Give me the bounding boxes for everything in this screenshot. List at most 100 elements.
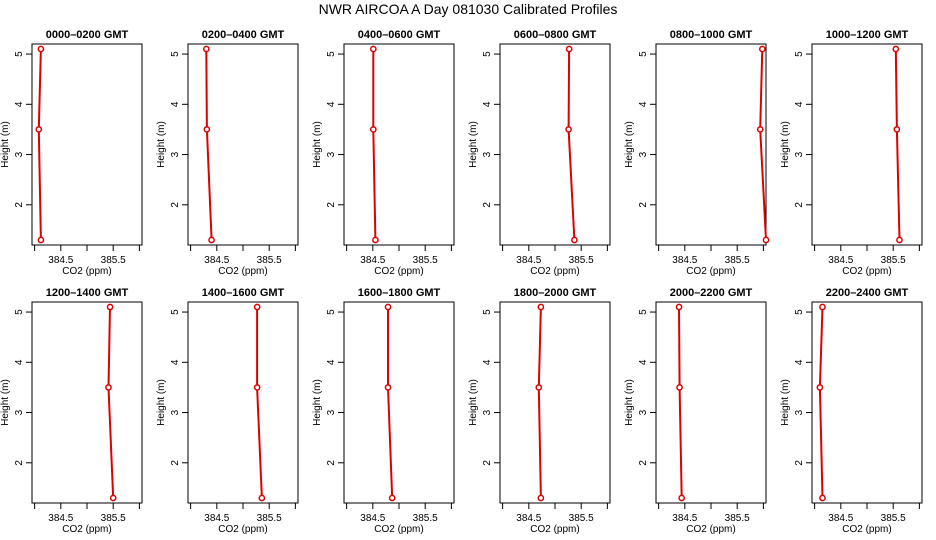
y-tick-label: 5 bbox=[794, 309, 805, 315]
x-tick-label: 385.5 bbox=[257, 255, 282, 266]
x-tick-label: 384.5 bbox=[672, 513, 697, 524]
y-tick-label: 4 bbox=[326, 101, 337, 107]
chart-panel: 0600–0800 GMT 384.5 385.5 2 3 4 5 CO2 (ppm) Heig… bbox=[468, 29, 611, 277]
y-tick-label: 4 bbox=[14, 101, 25, 107]
y-tick-label: 3 bbox=[482, 151, 493, 157]
y-axis-label: Height (m) bbox=[0, 379, 11, 426]
y-axis-label: Height (m) bbox=[624, 379, 635, 426]
y-tick-label: 2 bbox=[326, 460, 337, 466]
profile-line bbox=[894, 48, 901, 241]
x-axis-label: CO2 (ppm) bbox=[62, 524, 111, 535]
data-point bbox=[369, 45, 377, 53]
profile-line bbox=[567, 48, 576, 241]
data-point bbox=[678, 494, 686, 502]
plot-frame bbox=[31, 43, 143, 246]
x-tick-label: 385.5 bbox=[881, 255, 906, 266]
y-tick-label: 5 bbox=[638, 309, 649, 315]
y-axis-label: Height (m) bbox=[156, 379, 167, 426]
y-tick-label: 5 bbox=[326, 309, 337, 315]
x-tick-label: 385.5 bbox=[101, 255, 126, 266]
data-point bbox=[253, 384, 261, 391]
y-axis-label: Height (m) bbox=[780, 121, 791, 168]
x-axis-label: CO2 (ppm) bbox=[374, 524, 423, 535]
y-tick-label: 4 bbox=[638, 101, 649, 107]
y-tick-label: 5 bbox=[482, 309, 493, 315]
data-point bbox=[37, 236, 45, 244]
x-tick-label: 384.5 bbox=[828, 513, 853, 524]
x-tick-label: 385.5 bbox=[881, 513, 906, 524]
plot-frame bbox=[343, 43, 455, 246]
y-tick-label: 2 bbox=[326, 202, 337, 208]
chart-panel: 1000–1200 GMT 384.5 385.5 2 3 4 5 CO2 (ppm) Heig… bbox=[780, 29, 923, 277]
y-axis-label: Height (m) bbox=[468, 379, 479, 426]
panel-title: 1800–2000 GMT bbox=[514, 287, 597, 299]
data-point bbox=[384, 303, 392, 311]
profile-line bbox=[205, 48, 213, 241]
data-point bbox=[203, 126, 211, 133]
y-tick-label: 4 bbox=[794, 359, 805, 365]
y-tick-label: 3 bbox=[794, 409, 805, 415]
y-tick-label: 5 bbox=[14, 51, 25, 57]
y-tick-label: 4 bbox=[482, 101, 493, 107]
data-point bbox=[565, 126, 572, 133]
plot-frame bbox=[655, 43, 767, 246]
data-point bbox=[892, 45, 900, 53]
data-point bbox=[253, 303, 261, 311]
data-point bbox=[896, 236, 903, 244]
chart-panel: 1200–1400 GMT 384.5 385.5 2 3 4 5 CO2 (ppm) Heig… bbox=[0, 287, 143, 535]
y-tick-label: 2 bbox=[794, 460, 805, 466]
profile-line bbox=[818, 306, 824, 499]
panel-title: 2200–2400 GMT bbox=[826, 287, 909, 299]
y-tick-label: 4 bbox=[170, 101, 181, 107]
x-axis-label: CO2 (ppm) bbox=[530, 266, 579, 277]
y-axis-label: Height (m) bbox=[780, 379, 791, 426]
plot-frame bbox=[187, 301, 299, 504]
x-tick-label: 385.5 bbox=[257, 513, 282, 524]
data-point bbox=[106, 303, 114, 311]
data-point bbox=[109, 494, 117, 502]
data-point bbox=[535, 384, 543, 391]
plot-frame bbox=[811, 43, 923, 246]
x-tick-label: 384.5 bbox=[360, 513, 385, 524]
data-point bbox=[676, 384, 683, 391]
panel-title: 1600–1800 GMT bbox=[358, 287, 441, 299]
x-axis-label: CO2 (ppm) bbox=[62, 266, 111, 277]
panel-title: 0000–0200 GMT bbox=[46, 29, 129, 41]
x-tick-label: 385.5 bbox=[725, 513, 750, 524]
profile-line bbox=[256, 307, 263, 499]
y-tick-label: 4 bbox=[482, 359, 493, 365]
x-axis-label: CO2 (ppm) bbox=[530, 524, 579, 535]
data-point bbox=[893, 126, 901, 133]
profile-line bbox=[107, 306, 115, 499]
chart-panel: 0400–0600 GMT 384.5 385.5 2 3 4 5 CO2 (ppm) Heig… bbox=[312, 29, 455, 277]
profile-line bbox=[537, 306, 542, 499]
y-tick-label: 5 bbox=[326, 51, 337, 57]
profile-line bbox=[678, 306, 683, 499]
x-tick-label: 384.5 bbox=[204, 255, 229, 266]
data-point bbox=[565, 45, 573, 53]
y-tick-label: 2 bbox=[170, 202, 181, 208]
chart-panel: 1800–2000 GMT 384.5 385.5 2 3 4 5 CO2 (ppm) Heig… bbox=[468, 287, 611, 535]
x-tick-label: 384.5 bbox=[672, 255, 697, 266]
y-tick-label: 2 bbox=[14, 460, 25, 466]
profile-line bbox=[372, 49, 377, 241]
data-point bbox=[372, 236, 379, 244]
y-tick-label: 3 bbox=[14, 151, 25, 157]
figure-title: NWR AIRCOA A Day 081030 Calibrated Profi… bbox=[318, 1, 618, 17]
panel-title: 0400–0600 GMT bbox=[358, 29, 441, 41]
data-point bbox=[571, 236, 578, 244]
chart-panel: 1400–1600 GMT 384.5 385.5 2 3 4 5 CO2 (ppm) Heig… bbox=[156, 287, 299, 535]
y-tick-label: 5 bbox=[14, 309, 25, 315]
y-tick-label: 2 bbox=[638, 460, 649, 466]
x-axis-label: CO2 (ppm) bbox=[218, 266, 267, 277]
data-point bbox=[537, 303, 545, 311]
panel-title: 0200–0400 GMT bbox=[202, 29, 285, 41]
profile-line bbox=[387, 307, 394, 499]
x-axis-label: CO2 (ppm) bbox=[686, 266, 735, 277]
data-point bbox=[202, 45, 210, 53]
plot-frame bbox=[31, 301, 143, 504]
y-tick-label: 4 bbox=[14, 359, 25, 365]
x-tick-label: 384.5 bbox=[516, 255, 541, 266]
x-tick-label: 385.5 bbox=[413, 255, 438, 266]
data-point bbox=[35, 126, 43, 133]
